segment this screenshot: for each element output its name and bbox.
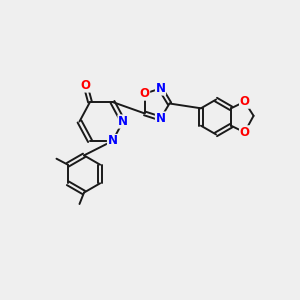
Text: N: N	[155, 82, 166, 95]
Text: O: O	[240, 126, 250, 139]
Text: O: O	[140, 87, 150, 100]
Text: O: O	[80, 79, 91, 92]
Text: N: N	[107, 134, 118, 148]
Text: O: O	[240, 95, 250, 108]
Text: N: N	[155, 112, 166, 125]
Text: N: N	[118, 115, 128, 128]
